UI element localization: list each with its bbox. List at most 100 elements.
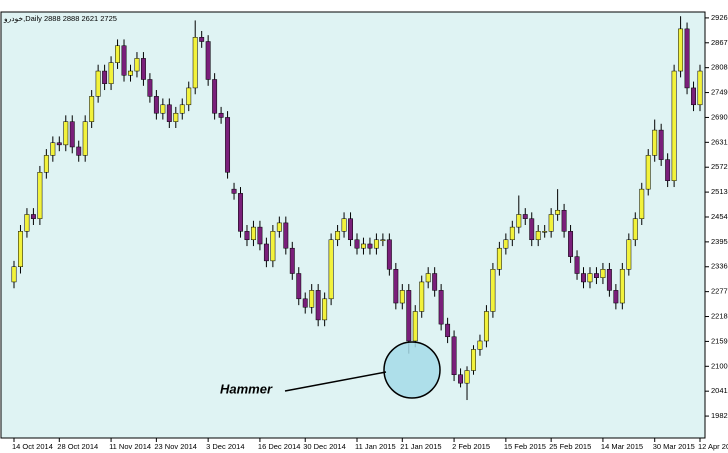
candle-body [128,70,133,76]
y-tick-label: 2336 [711,262,728,271]
x-tick-label: 30 Mar 2015 [653,442,695,451]
candle-body [192,37,198,89]
candle-body [483,311,489,342]
x-tick-label: 14 Oct 2014 [12,442,53,451]
candle-body [613,290,619,304]
candle-body [619,269,625,304]
candle-body [244,231,250,241]
candle-body [289,247,295,274]
x-tick-label: 15 Feb 2015 [504,442,546,451]
candle-body [445,323,451,338]
candle-body [341,218,347,232]
candle-body [134,58,140,72]
annotation-line [284,371,387,392]
candle-body [393,269,399,304]
y-tick-label: 2631 [711,137,728,146]
y-tick-label: 2808 [711,63,728,72]
y-tick-label: 2867 [711,38,728,47]
candle-body [147,79,153,97]
candle-body [380,239,386,242]
y-tick-label: 2218 [711,312,728,321]
candle-body [199,37,205,42]
candle-body [665,159,671,181]
candle-body [509,226,515,241]
candle-body [574,256,580,274]
x-tick-label: 28 Oct 2014 [57,442,98,451]
candle-body [645,155,651,190]
x-tick-label: 11 Nov 2014 [109,442,151,451]
candle-body [322,298,328,321]
candle-body [419,281,425,312]
x-tick-label: 11 Jan 2015 [355,442,396,451]
y-tick-label: 2277 [711,287,728,296]
y-tick-label: 1982 [711,411,728,420]
candle-body [568,231,574,257]
x-tick-label: 14 Mar 2015 [601,442,643,451]
candle-body [373,239,379,249]
candle-body [140,58,146,80]
candle-body [626,239,632,270]
candle-body [386,239,392,270]
candle-body [529,218,535,241]
candle-body [251,226,256,241]
candle-body [24,214,30,232]
candle-body [302,298,308,308]
candle-body [639,188,645,219]
candle-body [581,273,586,283]
candle-body [50,142,56,156]
x-tick-label: 12 Apr 2015 [698,442,728,451]
candle-body [43,155,49,173]
candle-body [95,70,101,97]
y-tick-label: 2100 [711,361,728,370]
annotation: Hammer [220,381,273,396]
candle-body [652,129,658,156]
candle-body [69,121,75,148]
candles [11,16,703,401]
candle-body [11,266,17,283]
candle-body [490,269,496,312]
candle-body [296,273,302,300]
candle-body [179,104,185,114]
y-tick-label: 2159 [711,336,728,345]
candle-body [315,290,321,321]
candle-body [555,209,561,215]
candle-body [56,142,62,146]
y-tick-label: 2513 [711,187,728,196]
candle-body [632,218,638,241]
candle-body [166,104,172,122]
candle-body [270,231,276,262]
x-tick-label: 16 Dec 2014 [258,442,301,451]
plot-area [0,11,706,439]
x-tick-label: 30 Dec 2014 [303,442,346,451]
candle-body [477,340,483,350]
candle-body [276,222,282,232]
x-tick-label: 21 Jan 2015 [400,442,441,451]
candle-body [658,129,664,160]
y-tick-label: 2690 [711,112,728,121]
candle-body [594,273,599,278]
candle-body [471,349,476,371]
x-tick-label: 25 Feb 2015 [549,442,591,451]
y-tick-label: 2749 [711,88,728,97]
candle-body [231,188,237,194]
candle-body [108,62,114,84]
candle-body [102,70,108,84]
candle-body [115,45,120,63]
candle-body [600,269,606,278]
chart-title: خودرو,Daily 2888 2888 2621 2725 [3,14,117,23]
candle-body [160,104,166,114]
candle-body [542,231,548,233]
y-tick-label: 2454 [711,212,728,221]
candle-body [30,214,36,219]
candle-body [153,96,159,114]
candle-body [18,231,23,268]
candle-body [464,370,470,384]
candle-body [438,290,444,325]
candle-body [367,243,373,249]
candle-body [82,121,88,156]
candle-body [697,70,703,106]
candle-body [89,96,95,122]
candle-body [121,45,127,76]
candle-body [432,273,438,291]
candle-body [335,231,341,241]
